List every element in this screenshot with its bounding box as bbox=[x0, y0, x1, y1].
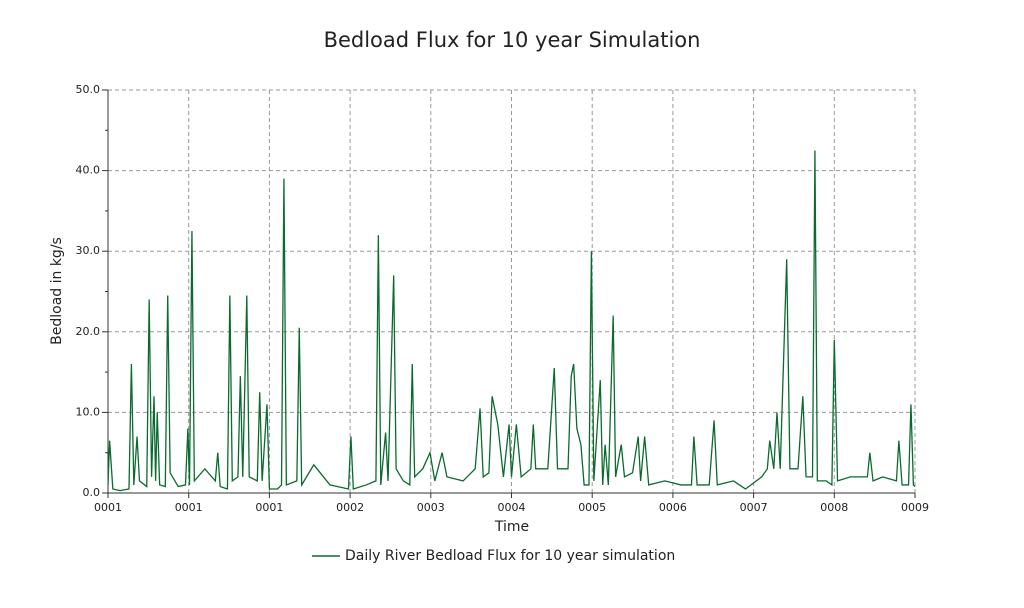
x-tick-label: 0001 bbox=[175, 501, 203, 514]
y-tick-label: 10.0 bbox=[76, 405, 101, 418]
x-tick-label: 0007 bbox=[740, 501, 768, 514]
y-tick-label: 0.0 bbox=[83, 486, 101, 499]
x-tick-label: 0001 bbox=[255, 501, 283, 514]
x-tick-label: 0004 bbox=[498, 501, 526, 514]
x-axis-label: Time bbox=[494, 519, 529, 535]
x-tick-label: 0006 bbox=[659, 501, 687, 514]
legend-label: Daily River Bedload Flux for 10 year sim… bbox=[345, 548, 675, 564]
x-tick-label: 0001 bbox=[94, 501, 122, 514]
data-line bbox=[107, 150, 916, 492]
y-tick-label: 50.0 bbox=[76, 83, 101, 96]
y-axis-label: Bedload in kg/s bbox=[49, 237, 65, 345]
y-tick-label: 30.0 bbox=[76, 244, 101, 257]
x-tick-label: 0009 bbox=[901, 501, 929, 514]
chart-title: Bedload Flux for 10 year Simulation bbox=[324, 28, 701, 52]
y-tick-label: 20.0 bbox=[76, 325, 101, 338]
x-tick-label: 0003 bbox=[417, 501, 445, 514]
x-tick-label: 0002 bbox=[336, 501, 364, 514]
y-tick-label: 40.0 bbox=[76, 164, 101, 177]
x-tick-label: 0008 bbox=[820, 501, 848, 514]
x-tick-label: 0005 bbox=[578, 501, 606, 514]
